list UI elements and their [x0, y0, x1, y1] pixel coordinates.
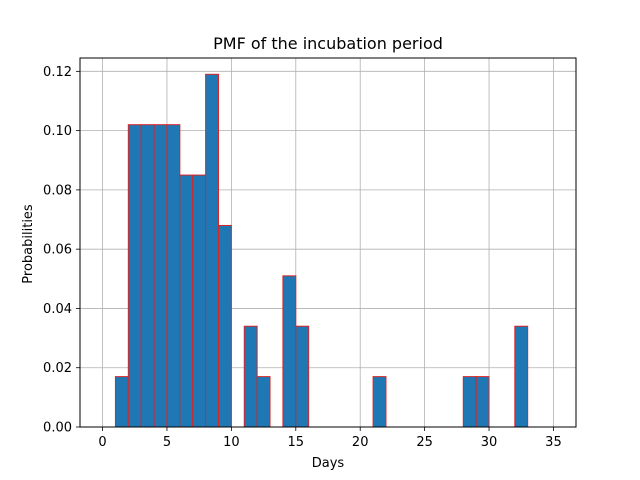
bar	[514, 325, 529, 428]
x-tick-label: 30	[481, 435, 498, 450]
x-tick-label: 25	[416, 435, 433, 450]
bar	[475, 376, 490, 428]
y-axis-label: Probabilities	[21, 204, 36, 284]
x-tick-label: 5	[163, 435, 171, 450]
plot-frame	[79, 57, 577, 428]
x-tick-label: 0	[98, 435, 106, 450]
bar	[372, 376, 387, 428]
y-tick-label: 0.06	[43, 243, 72, 258]
y-tick-label: 0.12	[43, 65, 72, 80]
bar	[243, 325, 258, 428]
x-tick-label: 20	[352, 435, 369, 450]
bar	[205, 73, 219, 428]
bar	[192, 174, 207, 428]
x-axis-ticks: 0 5 10 15 20 25 30 35	[98, 427, 562, 450]
y-tick-label: 0.10	[43, 124, 72, 139]
bar	[166, 124, 181, 428]
bar	[140, 124, 155, 428]
bar	[179, 174, 194, 428]
y-tick-label: 0.04	[43, 302, 72, 317]
bar	[114, 376, 129, 428]
bar	[462, 376, 477, 428]
bar	[217, 224, 232, 428]
x-tick-label: 35	[545, 435, 562, 450]
y-axis-ticks: 0.00 0.02 0.04 0.06 0.08 0.10 0.12	[43, 65, 80, 436]
chart-title: PMF of the incubation period	[213, 34, 443, 53]
bar	[153, 124, 168, 428]
y-tick-label: 0.08	[43, 183, 72, 198]
bar	[127, 124, 142, 428]
y-tick-label: 0.00	[43, 421, 72, 436]
x-tick-label: 10	[223, 435, 240, 450]
bar	[295, 325, 310, 428]
y-tick-label: 0.02	[43, 361, 72, 376]
bar	[256, 376, 271, 428]
x-tick-label: 15	[288, 435, 305, 450]
x-axis-label: Days	[312, 456, 345, 471]
bars	[114, 73, 529, 428]
bar	[282, 275, 297, 428]
